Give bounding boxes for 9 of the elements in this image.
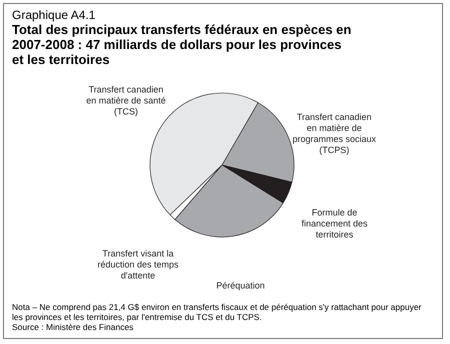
- slice-label: Formule de financement des territoires: [301, 207, 368, 240]
- slice-label: Transfert visant la réduction des temps d'attente: [97, 248, 180, 280]
- slice-label: Transfert canadien en matière de programmes sociaux (TCPS): [292, 112, 376, 156]
- source-note: Source : Ministère des Finances: [12, 322, 134, 332]
- text: Nota – Ne comprend pas 21,4 G$ environ en transferts fiscaux et de péréquation s'y rattachant pour appuyer les provinces et les territoires, par l'entremise du TCS et du TCPS.: [12, 302, 422, 322]
- slice-label: Péréquation: [216, 280, 265, 291]
- chart-subtitle: Graphique A4.1: [12, 8, 96, 22]
- slice-label: Transfert canadien en matière de santé (TCS): [86, 84, 166, 117]
- chart-title: Total des principaux transferts fédéraux en espèces en 2007-2008 : 47 milliards de dollars pour les provinces et les territoires: [12, 22, 352, 67]
